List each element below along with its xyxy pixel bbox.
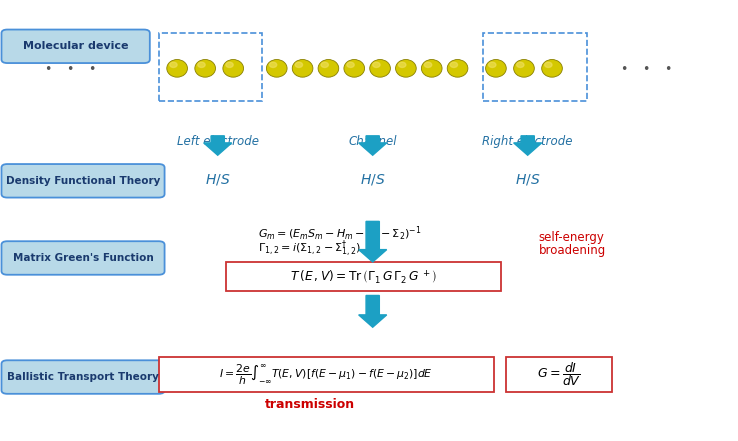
Text: Density Functional Theory: Density Functional Theory bbox=[6, 176, 160, 186]
FancyArrow shape bbox=[359, 295, 387, 327]
Ellipse shape bbox=[321, 62, 328, 67]
Ellipse shape bbox=[424, 62, 432, 67]
FancyArrow shape bbox=[359, 221, 387, 262]
Ellipse shape bbox=[226, 62, 233, 67]
Bar bbox=[483, 33, 587, 101]
FancyBboxPatch shape bbox=[1, 241, 165, 275]
Ellipse shape bbox=[167, 60, 187, 77]
FancyBboxPatch shape bbox=[1, 30, 150, 63]
Text: Molecular device: Molecular device bbox=[23, 41, 128, 51]
Ellipse shape bbox=[542, 60, 562, 77]
Text: Channel: Channel bbox=[348, 135, 397, 147]
Ellipse shape bbox=[399, 62, 406, 67]
FancyArrow shape bbox=[204, 136, 232, 155]
Ellipse shape bbox=[370, 60, 390, 77]
Text: •: • bbox=[664, 63, 672, 76]
Ellipse shape bbox=[318, 60, 339, 77]
Text: transmission: transmission bbox=[265, 398, 355, 411]
Text: •: • bbox=[89, 63, 96, 76]
Text: •: • bbox=[66, 63, 74, 76]
Text: $G = \dfrac{dI}{dV}$: $G = \dfrac{dI}{dV}$ bbox=[537, 360, 581, 389]
Ellipse shape bbox=[292, 60, 313, 77]
Text: $T\,(E\,,V) = \mathrm{Tr}\,\left(\Gamma_1\,G\,\Gamma_2\,G^{\,+}\right)$: $T\,(E\,,V) = \mathrm{Tr}\,\left(\Gamma_… bbox=[291, 268, 437, 284]
Text: $G_m = (E_mS_m - H_m - \Sigma_1 - \Sigma_2)^{-1}$: $G_m = (E_mS_m - H_m - \Sigma_1 - \Sigma… bbox=[258, 224, 422, 243]
FancyBboxPatch shape bbox=[1, 164, 165, 198]
Text: •: • bbox=[44, 63, 52, 76]
Text: $H/S$: $H/S$ bbox=[515, 172, 540, 187]
FancyBboxPatch shape bbox=[159, 357, 494, 392]
Ellipse shape bbox=[486, 60, 506, 77]
Text: $I = \dfrac{2e}{h}\int_{-\infty}^{\infty}T(E,V)\left[f(E-\mu_1)-f(E-\mu_2)\right: $I = \dfrac{2e}{h}\int_{-\infty}^{\infty… bbox=[219, 362, 433, 387]
FancyBboxPatch shape bbox=[226, 262, 501, 291]
Ellipse shape bbox=[450, 62, 458, 67]
Text: Ballistic Transport Theory: Ballistic Transport Theory bbox=[7, 372, 159, 382]
Ellipse shape bbox=[266, 60, 287, 77]
Ellipse shape bbox=[195, 60, 215, 77]
Text: Right electrode: Right electrode bbox=[483, 135, 573, 147]
Text: $H/S$: $H/S$ bbox=[205, 172, 230, 187]
Ellipse shape bbox=[170, 62, 177, 67]
Ellipse shape bbox=[517, 62, 524, 67]
Ellipse shape bbox=[447, 60, 468, 77]
FancyArrow shape bbox=[359, 136, 387, 155]
Ellipse shape bbox=[396, 60, 416, 77]
Ellipse shape bbox=[198, 62, 205, 67]
Ellipse shape bbox=[269, 62, 277, 67]
Ellipse shape bbox=[545, 62, 552, 67]
Text: Matrix Green's Function: Matrix Green's Function bbox=[13, 253, 154, 263]
Ellipse shape bbox=[344, 60, 365, 77]
Text: self-energy: self-energy bbox=[539, 231, 604, 244]
Ellipse shape bbox=[373, 62, 380, 67]
Ellipse shape bbox=[347, 62, 354, 67]
Text: Left electrode: Left electrode bbox=[176, 135, 259, 147]
Text: •: • bbox=[642, 63, 649, 76]
FancyBboxPatch shape bbox=[506, 357, 612, 392]
Ellipse shape bbox=[514, 60, 534, 77]
Ellipse shape bbox=[295, 62, 303, 67]
FancyArrow shape bbox=[514, 136, 542, 155]
Bar bbox=[159, 33, 262, 101]
Ellipse shape bbox=[223, 60, 244, 77]
Text: $H/S$: $H/S$ bbox=[360, 172, 385, 187]
Text: broadening: broadening bbox=[539, 244, 606, 257]
Ellipse shape bbox=[489, 62, 496, 67]
Ellipse shape bbox=[421, 60, 442, 77]
Text: $\Gamma_{1,2} = i(\Sigma_{1,2} - \Sigma_{1,2}^{\dagger})$: $\Gamma_{1,2} = i(\Sigma_{1,2} - \Sigma_… bbox=[258, 239, 362, 260]
FancyBboxPatch shape bbox=[1, 360, 165, 394]
Text: •: • bbox=[620, 63, 627, 76]
